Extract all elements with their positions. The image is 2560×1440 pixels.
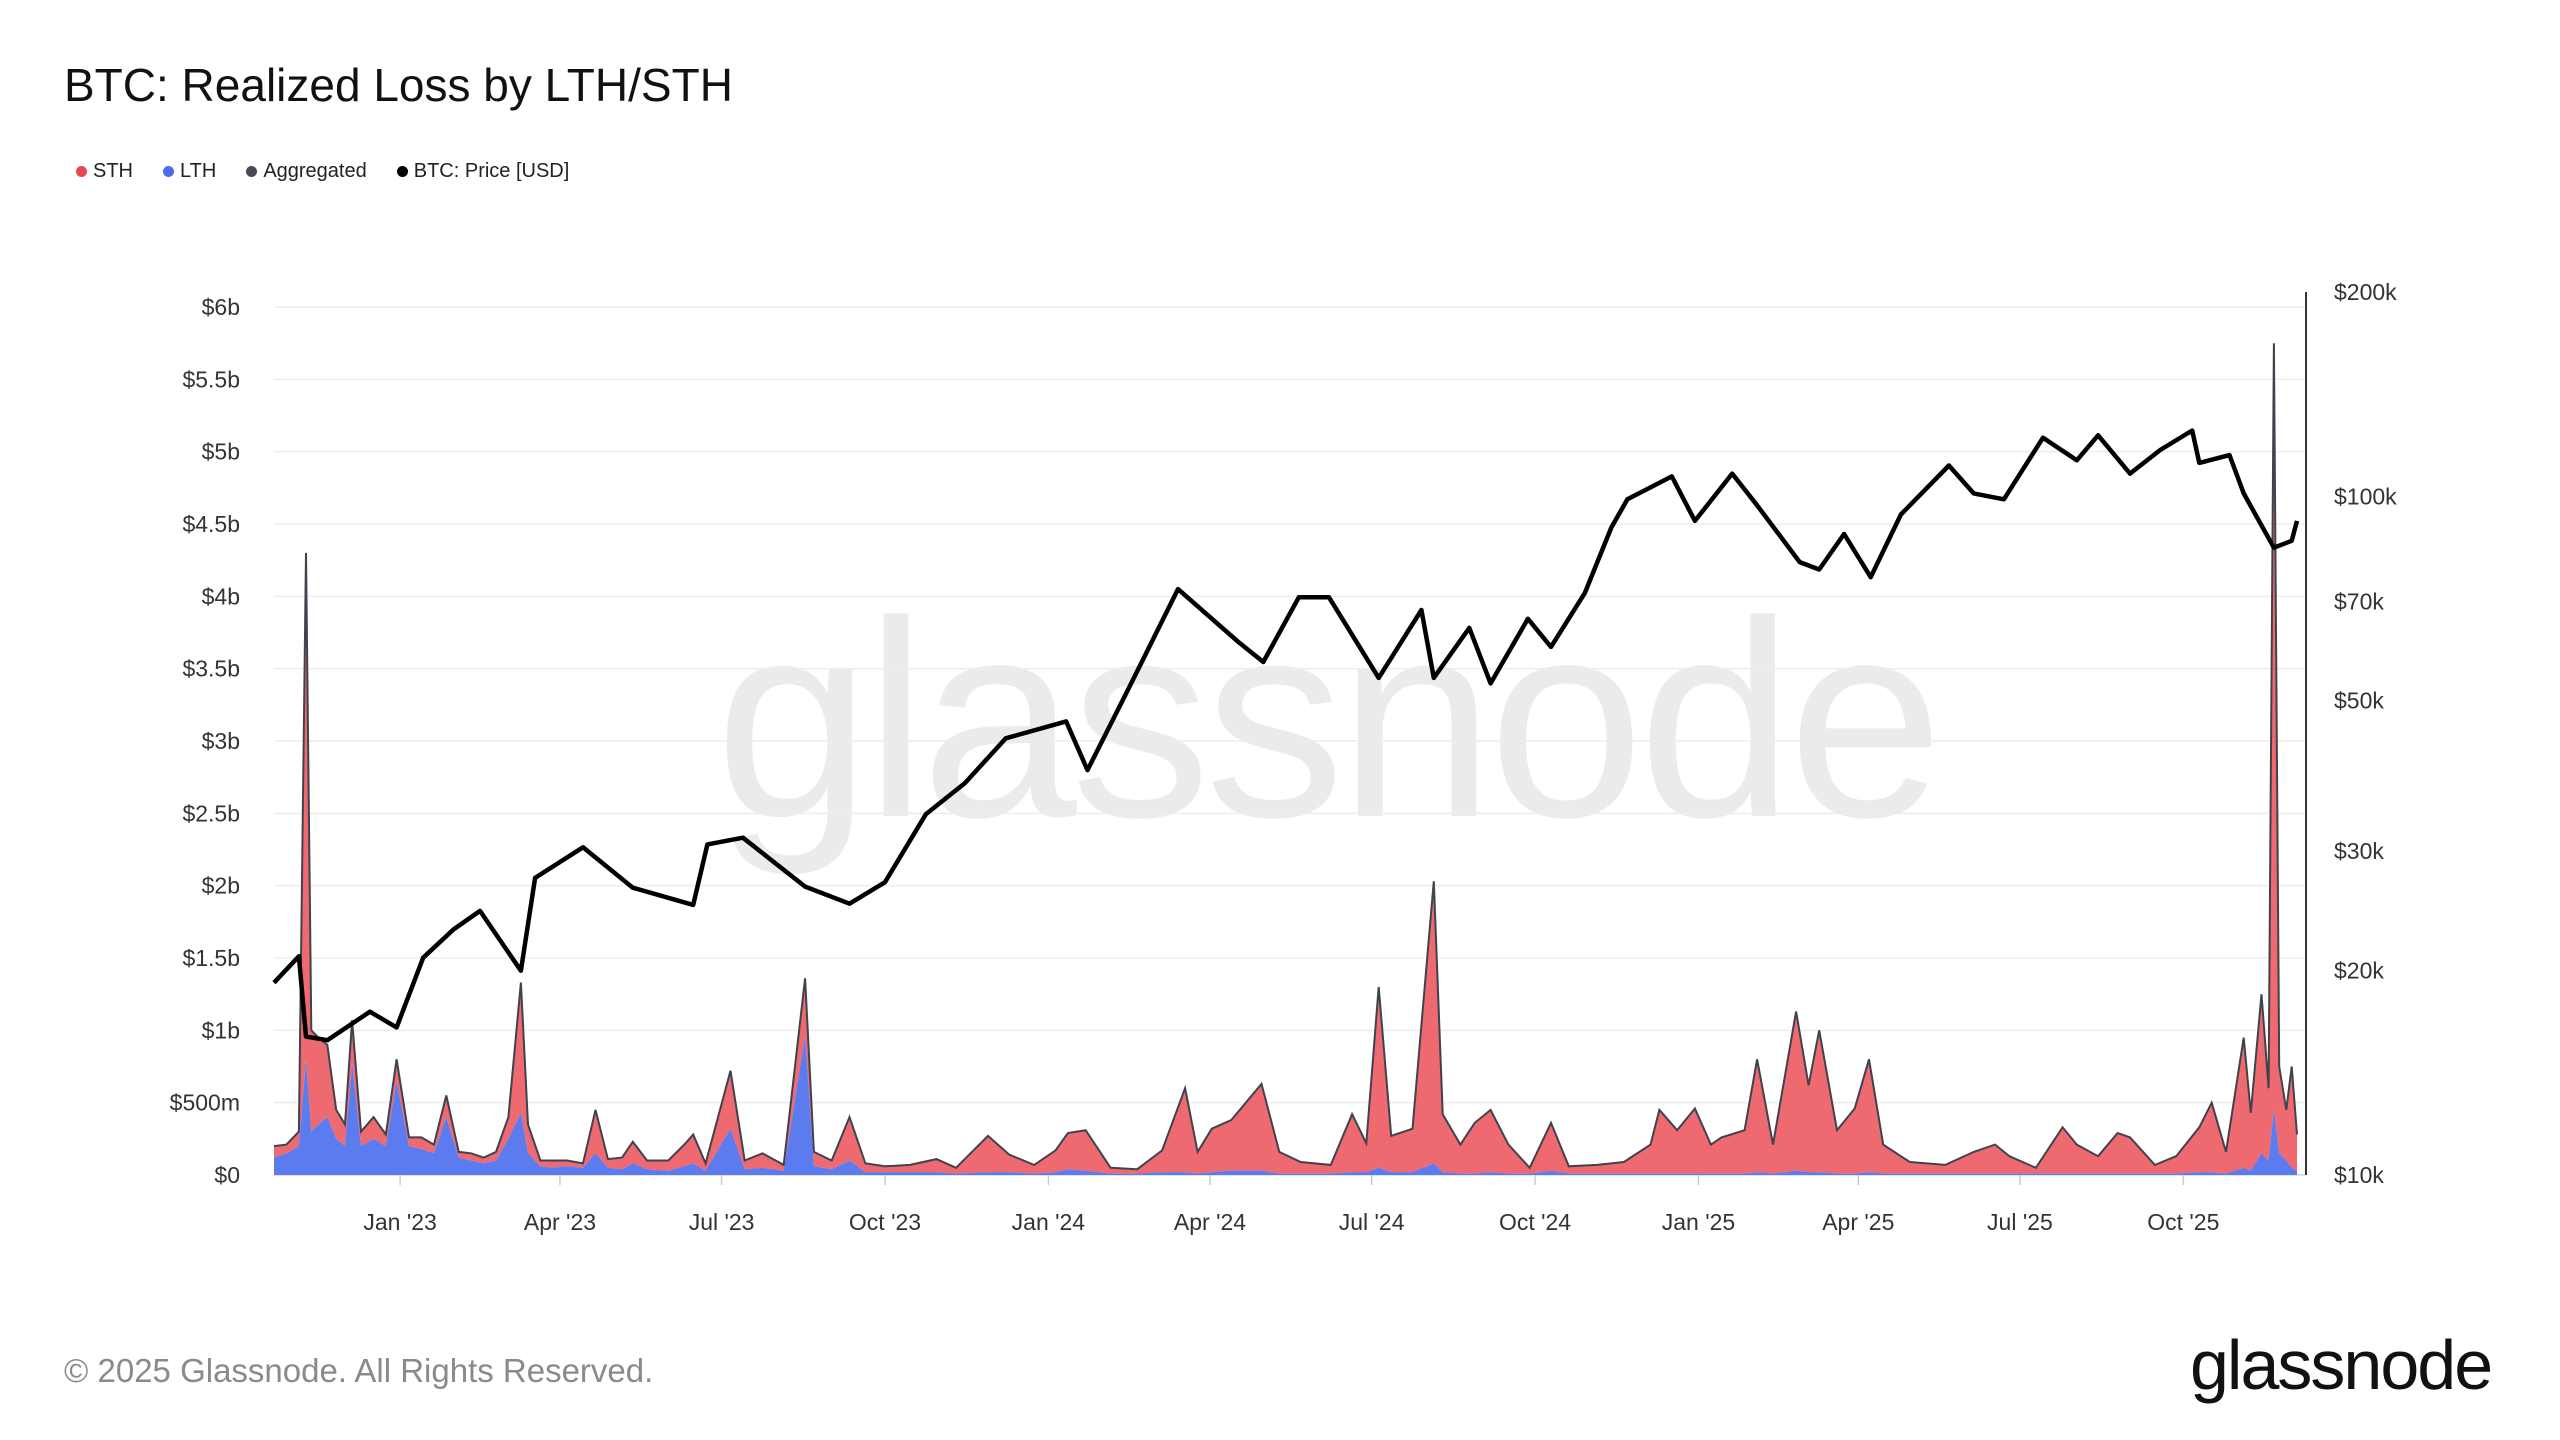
y-left-tick-label: $4.5b [182,511,240,537]
y-left-tick-label: $2.5b [182,800,240,826]
legend-item-sth[interactable]: STH [76,160,133,183]
y-left-tick-label: $500m [170,1090,240,1116]
legend-label: BTC: Price [USD] [413,160,570,182]
copyright: © 2025 Glassnode. All Rights Reserved. [64,1352,654,1389]
x-tick-label: Apr '25 [1822,1209,1894,1235]
y-left-tick-label: $3b [202,728,240,754]
y-right-tick-label: $100k [2334,483,2397,509]
y-left-tick-label: $0 [214,1162,240,1188]
y-right-tick-label: $20k [2334,958,2384,984]
price-dot-icon [396,166,408,177]
x-tick-label: Jan '23 [363,1209,436,1235]
y-right-tick-label: $200k [2334,279,2397,305]
sth-dot-icon [76,166,87,177]
chart-title: BTC: Realized Loss by LTH/STH [64,59,733,111]
x-tick-label: Jul '24 [1339,1209,1405,1235]
y-right-tick-label: $30k [2334,838,2384,864]
x-tick-label: Oct '23 [849,1209,921,1235]
y-left-tick-label: $6b [202,294,240,320]
y-right-tick-label: $10k [2334,1162,2384,1188]
sth-area [274,343,2297,1174]
y-left-tick-label: $5.5b [182,366,240,392]
x-tick-label: Jul '23 [689,1209,755,1235]
legend-item-aggregated[interactable]: Aggregated [246,160,367,183]
y-left-tick-label: $4b [202,583,240,609]
lth-dot-icon [163,166,174,177]
aggregated-dot-icon [246,166,258,177]
y-right-tick-label: $70k [2334,588,2384,614]
y-left-tick-label: $1.5b [182,945,240,971]
glassnode-logo: glassnode [2190,1326,2493,1404]
legend-label: Aggregated [263,160,367,182]
legend: STH LTH Aggregated BTC: Price [USD] [76,160,569,183]
x-tick-label: Apr '24 [1174,1209,1246,1235]
y-left-tick-label: $3.5b [182,656,240,682]
x-tick-label: Jan '24 [1012,1209,1086,1235]
legend-item-price[interactable]: BTC: Price [USD] [396,160,570,183]
aggregated-line [273,343,2298,1171]
y-right-tick-label: $50k [2334,688,2384,714]
y-left-tick-label: $5b [202,439,240,465]
x-tick-label: Oct '24 [1499,1209,1571,1235]
legend-label: STH [93,160,133,182]
y-left-tick-label: $1b [202,1017,240,1043]
x-tick-label: Jan '25 [1662,1209,1735,1235]
legend-item-lth[interactable]: LTH [163,160,216,183]
legend-label: LTH [180,160,217,182]
x-tick-label: Apr '23 [524,1209,596,1235]
x-tick-label: Oct '25 [2147,1209,2219,1235]
x-tick-label: Jul '25 [1987,1209,2053,1235]
y-left-tick-label: $2b [202,873,240,899]
price-line [272,428,2300,1043]
